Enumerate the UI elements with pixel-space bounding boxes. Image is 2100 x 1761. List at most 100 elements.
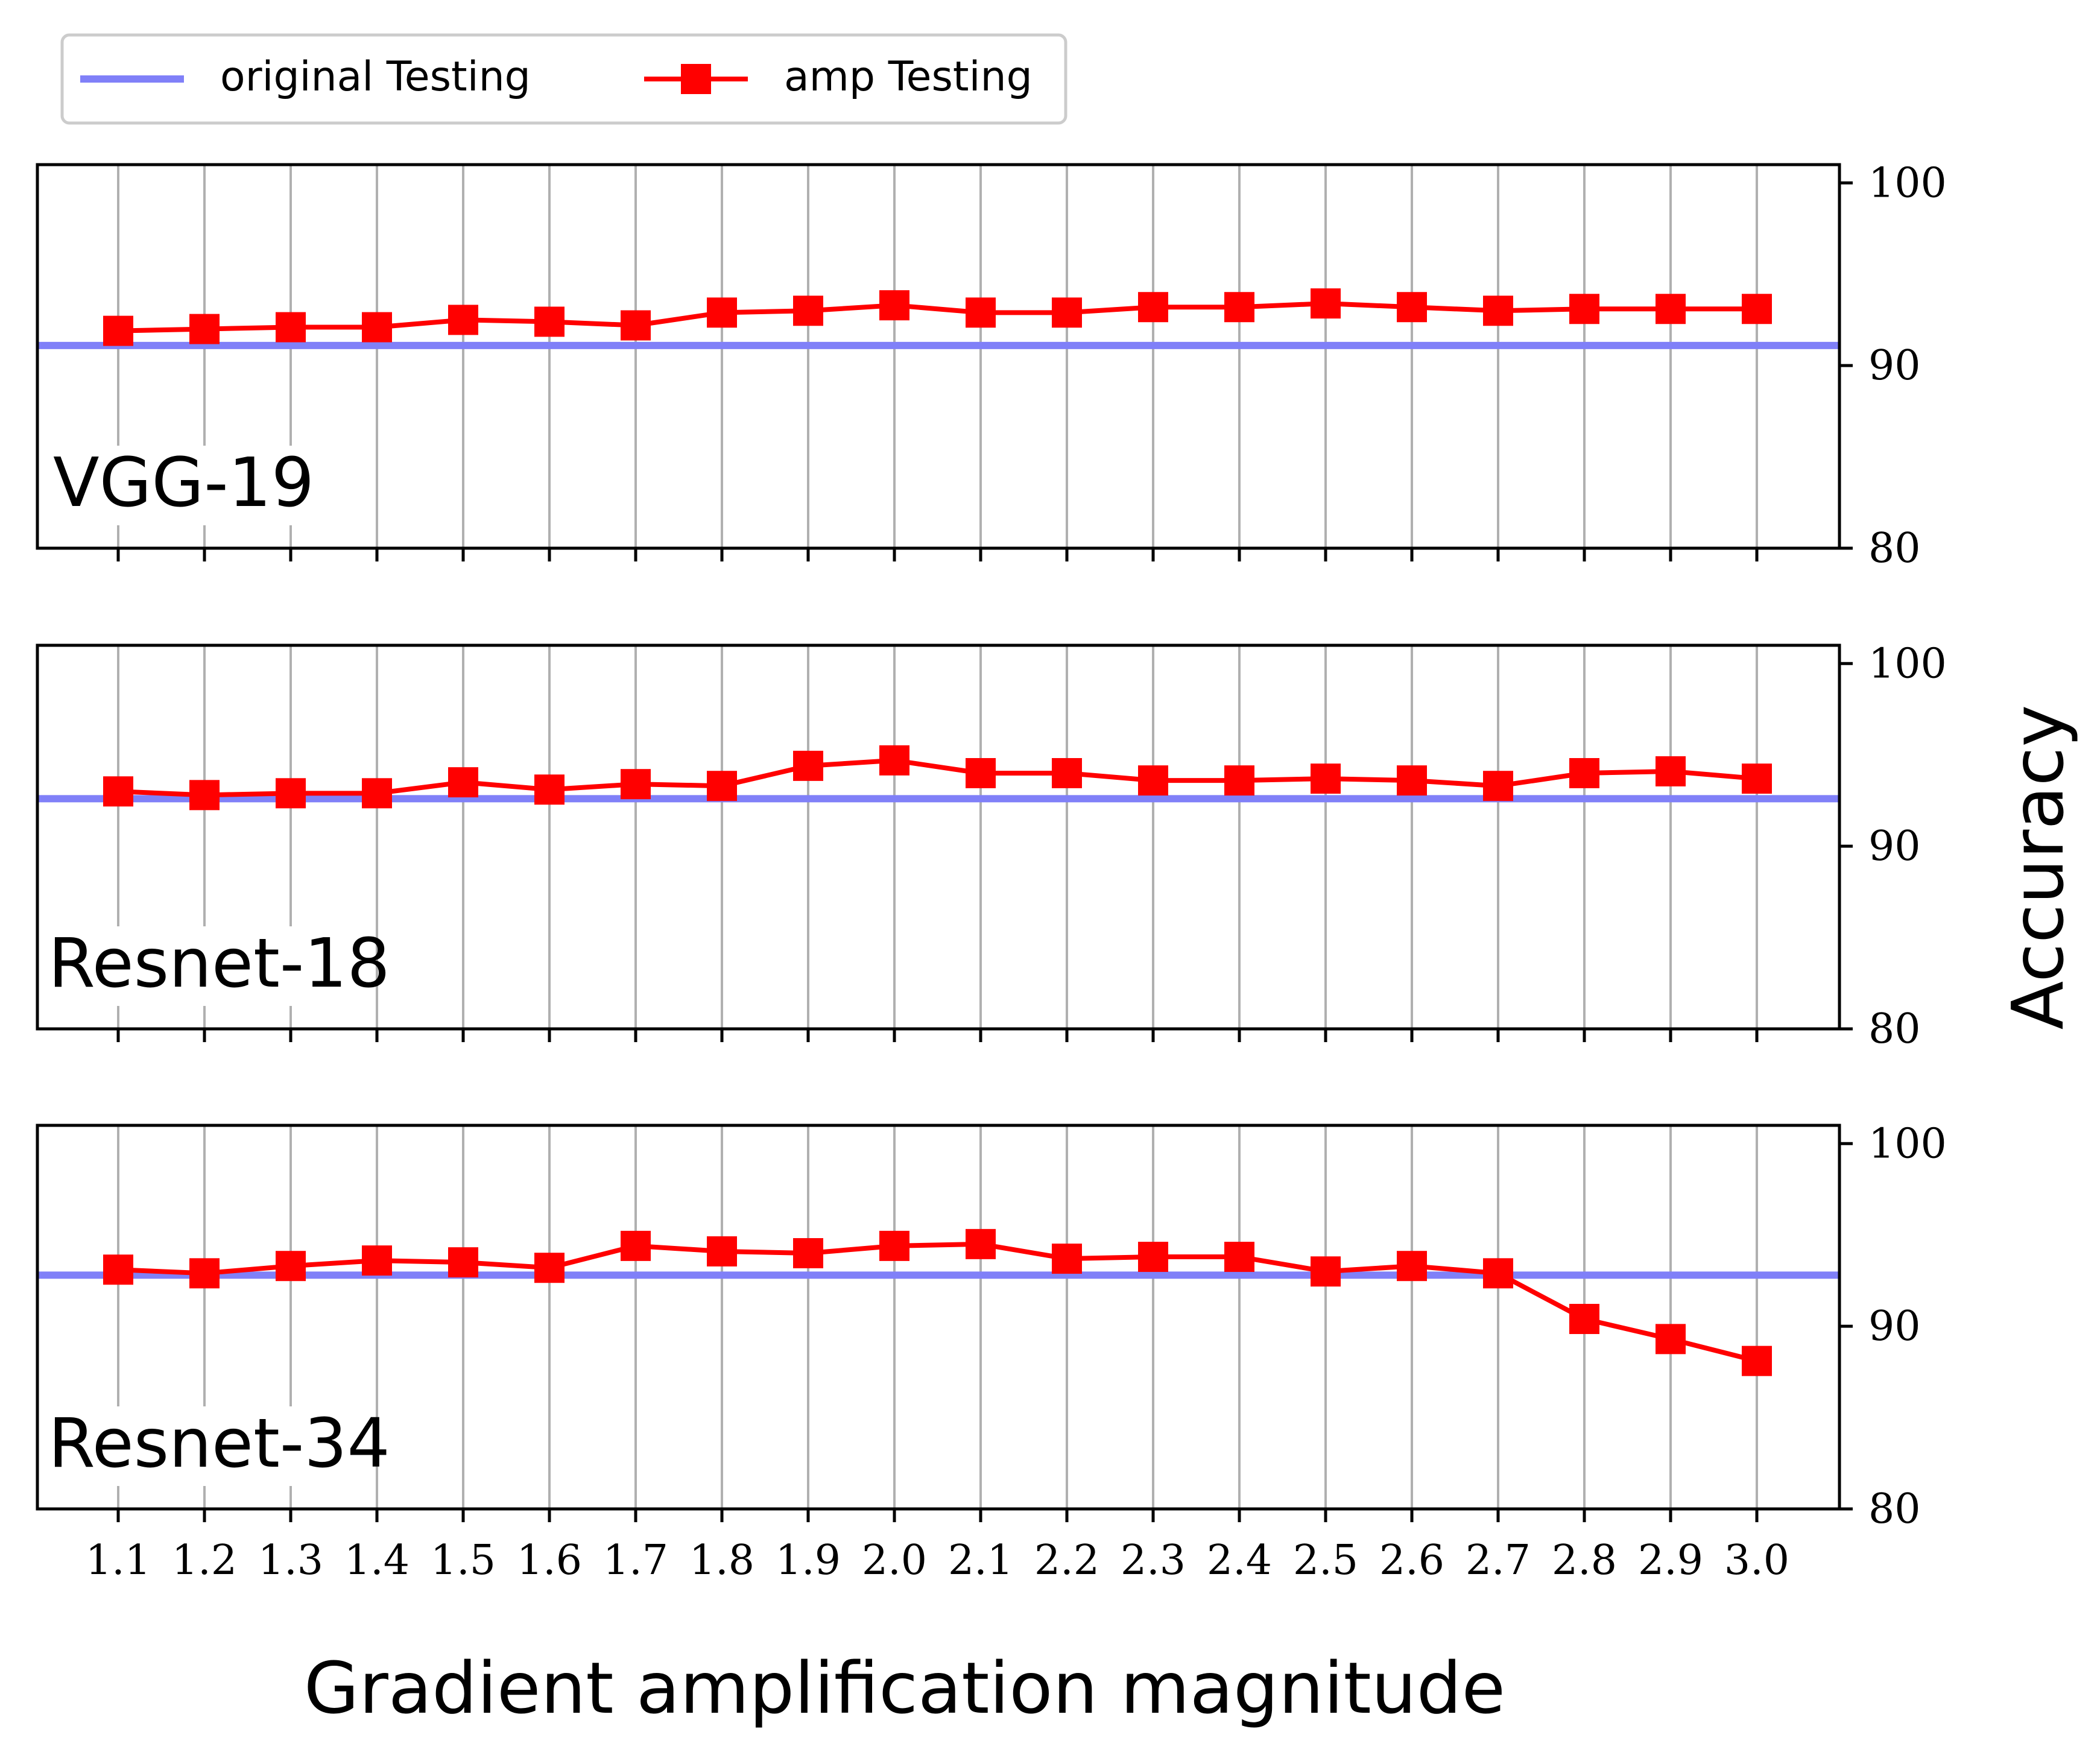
amp-point — [1656, 294, 1686, 324]
x-tick-label: 2.4 — [1207, 1537, 1272, 1584]
amp-point — [1483, 771, 1513, 801]
legend-amp-marker — [681, 64, 711, 94]
y-tick-label: 80 — [1868, 1485, 1921, 1533]
amp-point — [793, 1238, 823, 1268]
amp-point — [879, 1230, 909, 1261]
amp-point — [966, 1228, 996, 1259]
amp-point — [189, 1258, 220, 1289]
amp-point — [276, 778, 306, 809]
amp-point — [621, 310, 651, 341]
amp-point — [1138, 292, 1168, 323]
amp-point — [621, 1230, 651, 1261]
amp-point — [1742, 1345, 1772, 1376]
x-tick-label: 2.6 — [1379, 1537, 1444, 1584]
x-tick-label: 2.7 — [1466, 1537, 1531, 1584]
x-tick-label: 2.1 — [948, 1537, 1013, 1584]
amp-point — [362, 1245, 392, 1276]
amp-point — [189, 780, 220, 811]
amp-point — [1311, 1256, 1341, 1287]
x-tick-label: 1.9 — [776, 1537, 841, 1584]
amp-point — [1742, 764, 1772, 794]
amp-point — [1052, 758, 1082, 788]
amp-point — [1052, 1244, 1082, 1274]
x-tick-label: 2.9 — [1638, 1537, 1703, 1584]
amp-point — [276, 312, 306, 343]
amp-point — [1052, 297, 1082, 328]
x-tick-label: 1.5 — [431, 1537, 496, 1584]
amp-point — [448, 305, 478, 335]
amp-point — [1483, 1258, 1513, 1289]
x-tick-label: 1.2 — [172, 1537, 237, 1584]
plot-frame — [36, 1124, 1841, 1511]
amp-point — [1742, 294, 1772, 324]
panel-title: Resnet-18 — [48, 925, 390, 1003]
x-tick-label: 1.8 — [689, 1537, 754, 1584]
amp-point — [1224, 292, 1254, 323]
x-tick-label: 1.6 — [517, 1537, 582, 1584]
amp-point — [103, 776, 133, 807]
y-tick-label: 80 — [1868, 525, 1921, 572]
y-tick-label: 90 — [1868, 1303, 1921, 1350]
amp-point — [1224, 765, 1254, 796]
x-tick-label: 2.0 — [862, 1537, 927, 1584]
amp-point — [879, 745, 909, 776]
y-tick-label: 100 — [1868, 159, 1947, 207]
amp-point — [1656, 756, 1686, 786]
amp-point — [879, 290, 909, 321]
amp-point — [966, 758, 996, 788]
amp-point — [793, 296, 823, 326]
amp-point — [1656, 1324, 1686, 1355]
amp-point — [1483, 296, 1513, 326]
amp-point — [448, 1247, 478, 1278]
amp-point — [534, 774, 565, 805]
amp-point — [448, 767, 478, 798]
panel-title: VGG-19 — [53, 444, 314, 522]
panel-title-backing — [42, 926, 368, 1006]
amp-point — [1569, 758, 1599, 788]
panel-title-backing — [42, 1406, 368, 1486]
amp-point — [707, 771, 737, 801]
panel-2: Resnet-34 1.1 1.2 1.3 1.4 1.5 1.6 1.7 1.8 1.9 2.0 2… — [36, 1120, 1947, 1584]
panel-1: Resnet-18 100 90 80 — [36, 640, 1947, 1053]
amp-point — [103, 315, 133, 346]
amp-point — [1397, 292, 1427, 323]
amp-point — [707, 297, 737, 328]
x-tick-label: 1.4 — [344, 1537, 410, 1584]
y-axis-label: Accuracy — [1996, 705, 2079, 1030]
amp-point — [1397, 765, 1427, 796]
y-tick-label: 100 — [1868, 1120, 1947, 1168]
amp-point — [1397, 1251, 1427, 1282]
y-tick-label: 90 — [1868, 342, 1921, 390]
amp-point — [707, 1236, 737, 1266]
amp-point — [1569, 1304, 1599, 1335]
plot-frame — [36, 163, 1841, 550]
x-tick-label: 1.3 — [258, 1537, 323, 1584]
amp-point — [362, 312, 392, 343]
amp-point — [621, 769, 651, 800]
x-axis-label: Gradient amplification magnitude — [304, 1646, 1505, 1730]
amp-point — [793, 750, 823, 781]
legend-amp-label: amp Testing — [784, 53, 1033, 101]
legend: original Testing amp Testing — [60, 33, 1067, 125]
amp-point — [276, 1251, 306, 1282]
x-tick-label: 3.0 — [1724, 1537, 1789, 1584]
x-tick-label: 2.2 — [1034, 1537, 1099, 1584]
amp-point — [1138, 765, 1168, 796]
panel-title-backing — [47, 446, 373, 525]
amp-point — [1311, 288, 1341, 319]
x-tick-label: 2.5 — [1293, 1537, 1358, 1584]
amp-point — [362, 778, 392, 809]
amp-point — [966, 297, 996, 328]
x-tick-label: 2.3 — [1121, 1537, 1186, 1584]
plot-frame — [36, 643, 1841, 1031]
panel-0: VGG-19 100 90 80 — [36, 159, 1947, 572]
legend-frame — [60, 33, 1067, 125]
amp-point — [534, 1253, 565, 1283]
legend-original-label: original Testing — [220, 53, 531, 101]
amp-point — [103, 1254, 133, 1285]
panels: VGG-19 100 90 80 Resnet-18 100 90 80 Resnet-34 1.… — [36, 159, 1947, 1584]
x-tick-label: 1.1 — [86, 1537, 151, 1584]
x-tick-label: 2.8 — [1552, 1537, 1617, 1584]
y-tick-label: 100 — [1868, 640, 1947, 688]
